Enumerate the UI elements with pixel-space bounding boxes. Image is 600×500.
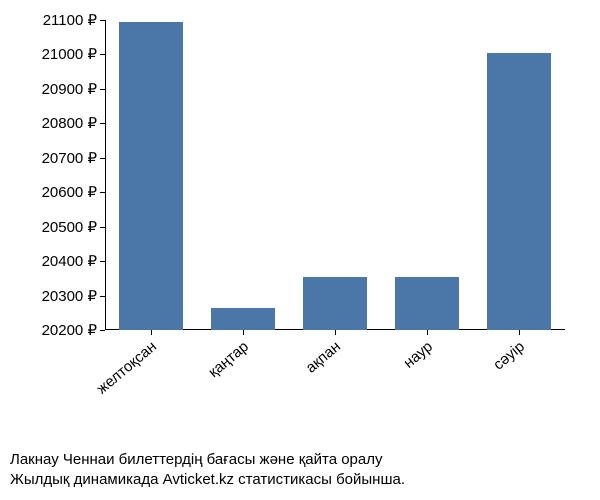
bar: [487, 53, 551, 330]
caption-line-2: Жылдық динамикада Avticket.kz статистика…: [10, 470, 600, 490]
y-tick-label: 20200 ₽: [42, 321, 97, 339]
bar: [211, 308, 275, 330]
x-tick-label: ақпан: [303, 338, 344, 377]
y-axis: 20200 ₽20300 ₽20400 ₽20500 ₽20600 ₽20700…: [20, 20, 105, 330]
x-tick-label: желтоқсан: [94, 338, 160, 398]
y-tick-label: 20500 ₽: [42, 218, 97, 236]
y-tick-mark: [100, 192, 105, 193]
y-tick-label: 20700 ₽: [42, 149, 97, 167]
y-tick-mark: [100, 89, 105, 90]
y-tick-mark: [100, 158, 105, 159]
y-axis-line: [105, 20, 106, 330]
x-tick-label: сәуір: [490, 338, 528, 374]
y-tick-mark: [100, 261, 105, 262]
y-tick-mark: [100, 54, 105, 55]
bar: [119, 22, 183, 330]
x-tick-label: қаңтар: [205, 338, 252, 381]
y-tick-label: 20300 ₽: [42, 287, 97, 305]
chart-caption: Лакнау Ченнаи билеттердің бағасы және қа…: [0, 450, 600, 491]
x-tick-label: наур: [400, 338, 436, 372]
x-axis: желтоқсанқаңтарақпаннаурсәуір: [105, 330, 565, 410]
y-tick-mark: [100, 296, 105, 297]
y-tick-label: 20800 ₽: [42, 114, 97, 132]
y-tick-label: 20400 ₽: [42, 252, 97, 270]
caption-line-1: Лакнау Ченнаи билеттердің бағасы және қа…: [10, 450, 600, 470]
plot-area: [105, 20, 565, 330]
bar: [395, 277, 459, 330]
y-tick-mark: [100, 123, 105, 124]
chart-container: 20200 ₽ 20300 ₽ 20400 ₽ 20500 ₽ 20600 ₽ 20700…: [20, 20, 580, 440]
y-tick-label: 20600 ₽: [42, 183, 97, 201]
y-tick-mark: [100, 20, 105, 21]
y-tick-label: 21000 ₽: [42, 45, 97, 63]
y-tick-label: 20900 ₽: [42, 80, 97, 98]
bar: [303, 277, 367, 330]
y-tick-label: 21100 ₽: [43, 11, 97, 29]
y-tick-mark: [100, 227, 105, 228]
